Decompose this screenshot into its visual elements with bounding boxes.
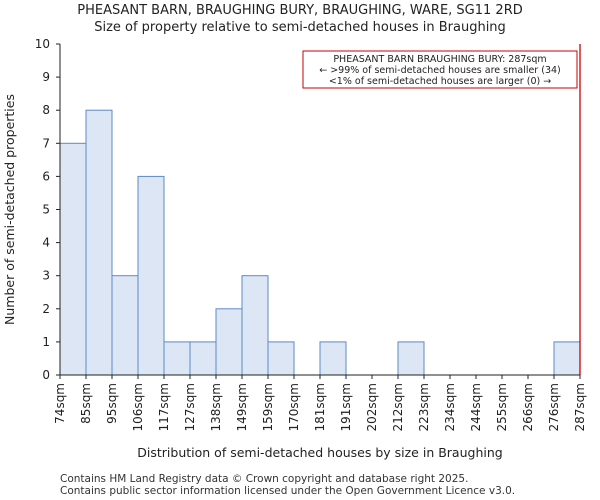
x-tick-label: 202sqm bbox=[365, 383, 379, 431]
y-tick-label: 1 bbox=[42, 335, 50, 349]
x-tick-label: 106sqm bbox=[131, 383, 145, 431]
footer-copyright: Contains HM Land Registry data © Crown c… bbox=[60, 473, 469, 485]
x-tick-label: 191sqm bbox=[339, 383, 353, 431]
annotation-line-1: PHEASANT BARN BRAUGHING BURY: 287sqm bbox=[333, 54, 546, 65]
y-tick-label: 6 bbox=[42, 169, 50, 183]
x-tick-label: 159sqm bbox=[261, 383, 275, 431]
x-tick-label: 234sqm bbox=[443, 383, 457, 431]
x-tick-label: 181sqm bbox=[313, 383, 327, 431]
x-tick-label: 287sqm bbox=[573, 383, 587, 431]
y-tick-label: 10 bbox=[35, 37, 50, 51]
chart-title-line2: Size of property relative to semi-detach… bbox=[94, 20, 506, 35]
bar-138sqm bbox=[215, 308, 243, 376]
x-tick-label: 149sqm bbox=[235, 383, 249, 431]
y-tick-label: 9 bbox=[42, 70, 50, 84]
x-tick-label: 223sqm bbox=[417, 383, 431, 431]
x-axis-label: Distribution of semi-detached houses by … bbox=[137, 445, 502, 460]
bar-181sqm bbox=[319, 341, 347, 376]
bar-117sqm bbox=[163, 341, 191, 376]
x-tick-label: 127sqm bbox=[183, 383, 197, 431]
bar-212sqm bbox=[397, 341, 425, 376]
bar-74sqm bbox=[59, 142, 87, 376]
x-tick-label: 266sqm bbox=[521, 383, 535, 431]
bar-95sqm bbox=[111, 275, 139, 376]
y-axis-label: Number of semi-detached properties bbox=[2, 94, 17, 325]
x-tick-label: 244sqm bbox=[469, 383, 483, 431]
y-tick-label: 7 bbox=[42, 136, 50, 150]
annotation-box bbox=[302, 50, 578, 89]
x-tick-label: 170sqm bbox=[287, 383, 301, 431]
bar-149sqm bbox=[241, 275, 269, 376]
y-tick-label: 4 bbox=[42, 236, 50, 250]
x-tick-label: 276sqm bbox=[547, 383, 561, 431]
annotation-line-3: <1% of semi-detached houses are larger (… bbox=[329, 76, 551, 87]
x-tick-label: 212sqm bbox=[391, 383, 405, 431]
y-tick-label: 5 bbox=[42, 203, 50, 217]
annotation-line-2: ← >99% of semi-detached houses are small… bbox=[319, 65, 561, 76]
x-tick-label: 85sqm bbox=[79, 383, 93, 424]
x-tick-label: 95sqm bbox=[105, 383, 119, 424]
x-tick-label: 138sqm bbox=[209, 383, 223, 431]
x-tick-label: 74sqm bbox=[53, 383, 67, 424]
y-tick-label: 8 bbox=[42, 103, 50, 117]
y-tick-label: 3 bbox=[42, 269, 50, 283]
bar-127sqm bbox=[189, 341, 217, 376]
chart-title-line1: PHEASANT BARN, BRAUGHING BURY, BRAUGHING… bbox=[77, 3, 523, 18]
bar-159sqm bbox=[267, 341, 295, 376]
y-tick-label: 2 bbox=[42, 302, 50, 316]
bar-85sqm bbox=[85, 109, 113, 376]
bar-276sqm bbox=[553, 341, 581, 376]
bar-106sqm bbox=[137, 175, 165, 376]
x-tick-label: 255sqm bbox=[495, 383, 509, 431]
y-tick-label: 0 bbox=[42, 368, 50, 382]
footer-licence: Contains public sector information licen… bbox=[60, 485, 516, 497]
x-tick-label: 117sqm bbox=[157, 383, 171, 431]
